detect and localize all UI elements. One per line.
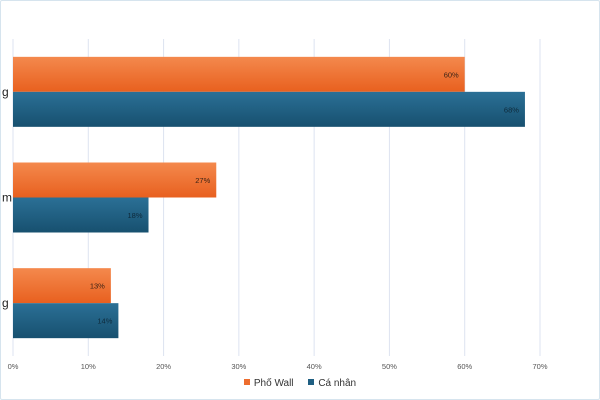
- legend-label-pho-wall: Phố Wall: [253, 378, 294, 389]
- x-axis-ticks: 0% 10% 20% 30% 40% 50% 60% 70%: [8, 362, 548, 371]
- data-label-ca-nhan-1: 18%: [127, 211, 142, 220]
- x-tick-label-60: 60%: [457, 362, 472, 371]
- category-labels: g m g: [2, 85, 12, 310]
- bars: 60% 68% 27% 18% 13% 14%: [13, 56, 525, 339]
- x-tick-label-50: 50%: [382, 362, 397, 371]
- x-tick-label-40: 40%: [307, 362, 322, 371]
- legend-swatch-ca-nhan: [308, 379, 315, 385]
- bar-pho-wall-0: [13, 56, 465, 92]
- bar-ca-nhan-2: [13, 303, 119, 339]
- x-tick-label-70: 70%: [532, 362, 547, 371]
- bar-ca-nhan-0: [13, 91, 525, 127]
- x-tick-label-10: 10%: [81, 362, 96, 371]
- data-label-pho-wall-2: 13%: [90, 282, 105, 291]
- data-label-pho-wall-0: 60%: [444, 70, 459, 79]
- category-label-2: g: [2, 296, 9, 310]
- x-tick-label-0: 0%: [8, 362, 19, 371]
- legend-label-ca-nhan: Cá nhân: [318, 378, 357, 389]
- bar-pho-wall-2: [13, 268, 111, 304]
- bar-pho-wall-1: [13, 162, 217, 198]
- legend-swatch-pho-wall: [243, 379, 250, 385]
- category-label-1: m: [2, 191, 12, 205]
- data-label-ca-nhan-2: 14%: [97, 317, 112, 326]
- legend-item-ca-nhan: Cá nhân: [308, 378, 356, 389]
- x-tick-label-20: 20%: [156, 362, 171, 371]
- legend-item-pho-wall: Phố Wall: [243, 378, 294, 389]
- data-label-ca-nhan-0: 68%: [504, 105, 519, 114]
- legend: Phố Wall Cá nhân: [1, 378, 599, 389]
- bar-ca-nhan-1: [13, 197, 149, 233]
- x-tick-label-30: 30%: [231, 362, 246, 371]
- category-label-0: g: [2, 85, 9, 99]
- data-label-pho-wall-1: 27%: [195, 176, 210, 185]
